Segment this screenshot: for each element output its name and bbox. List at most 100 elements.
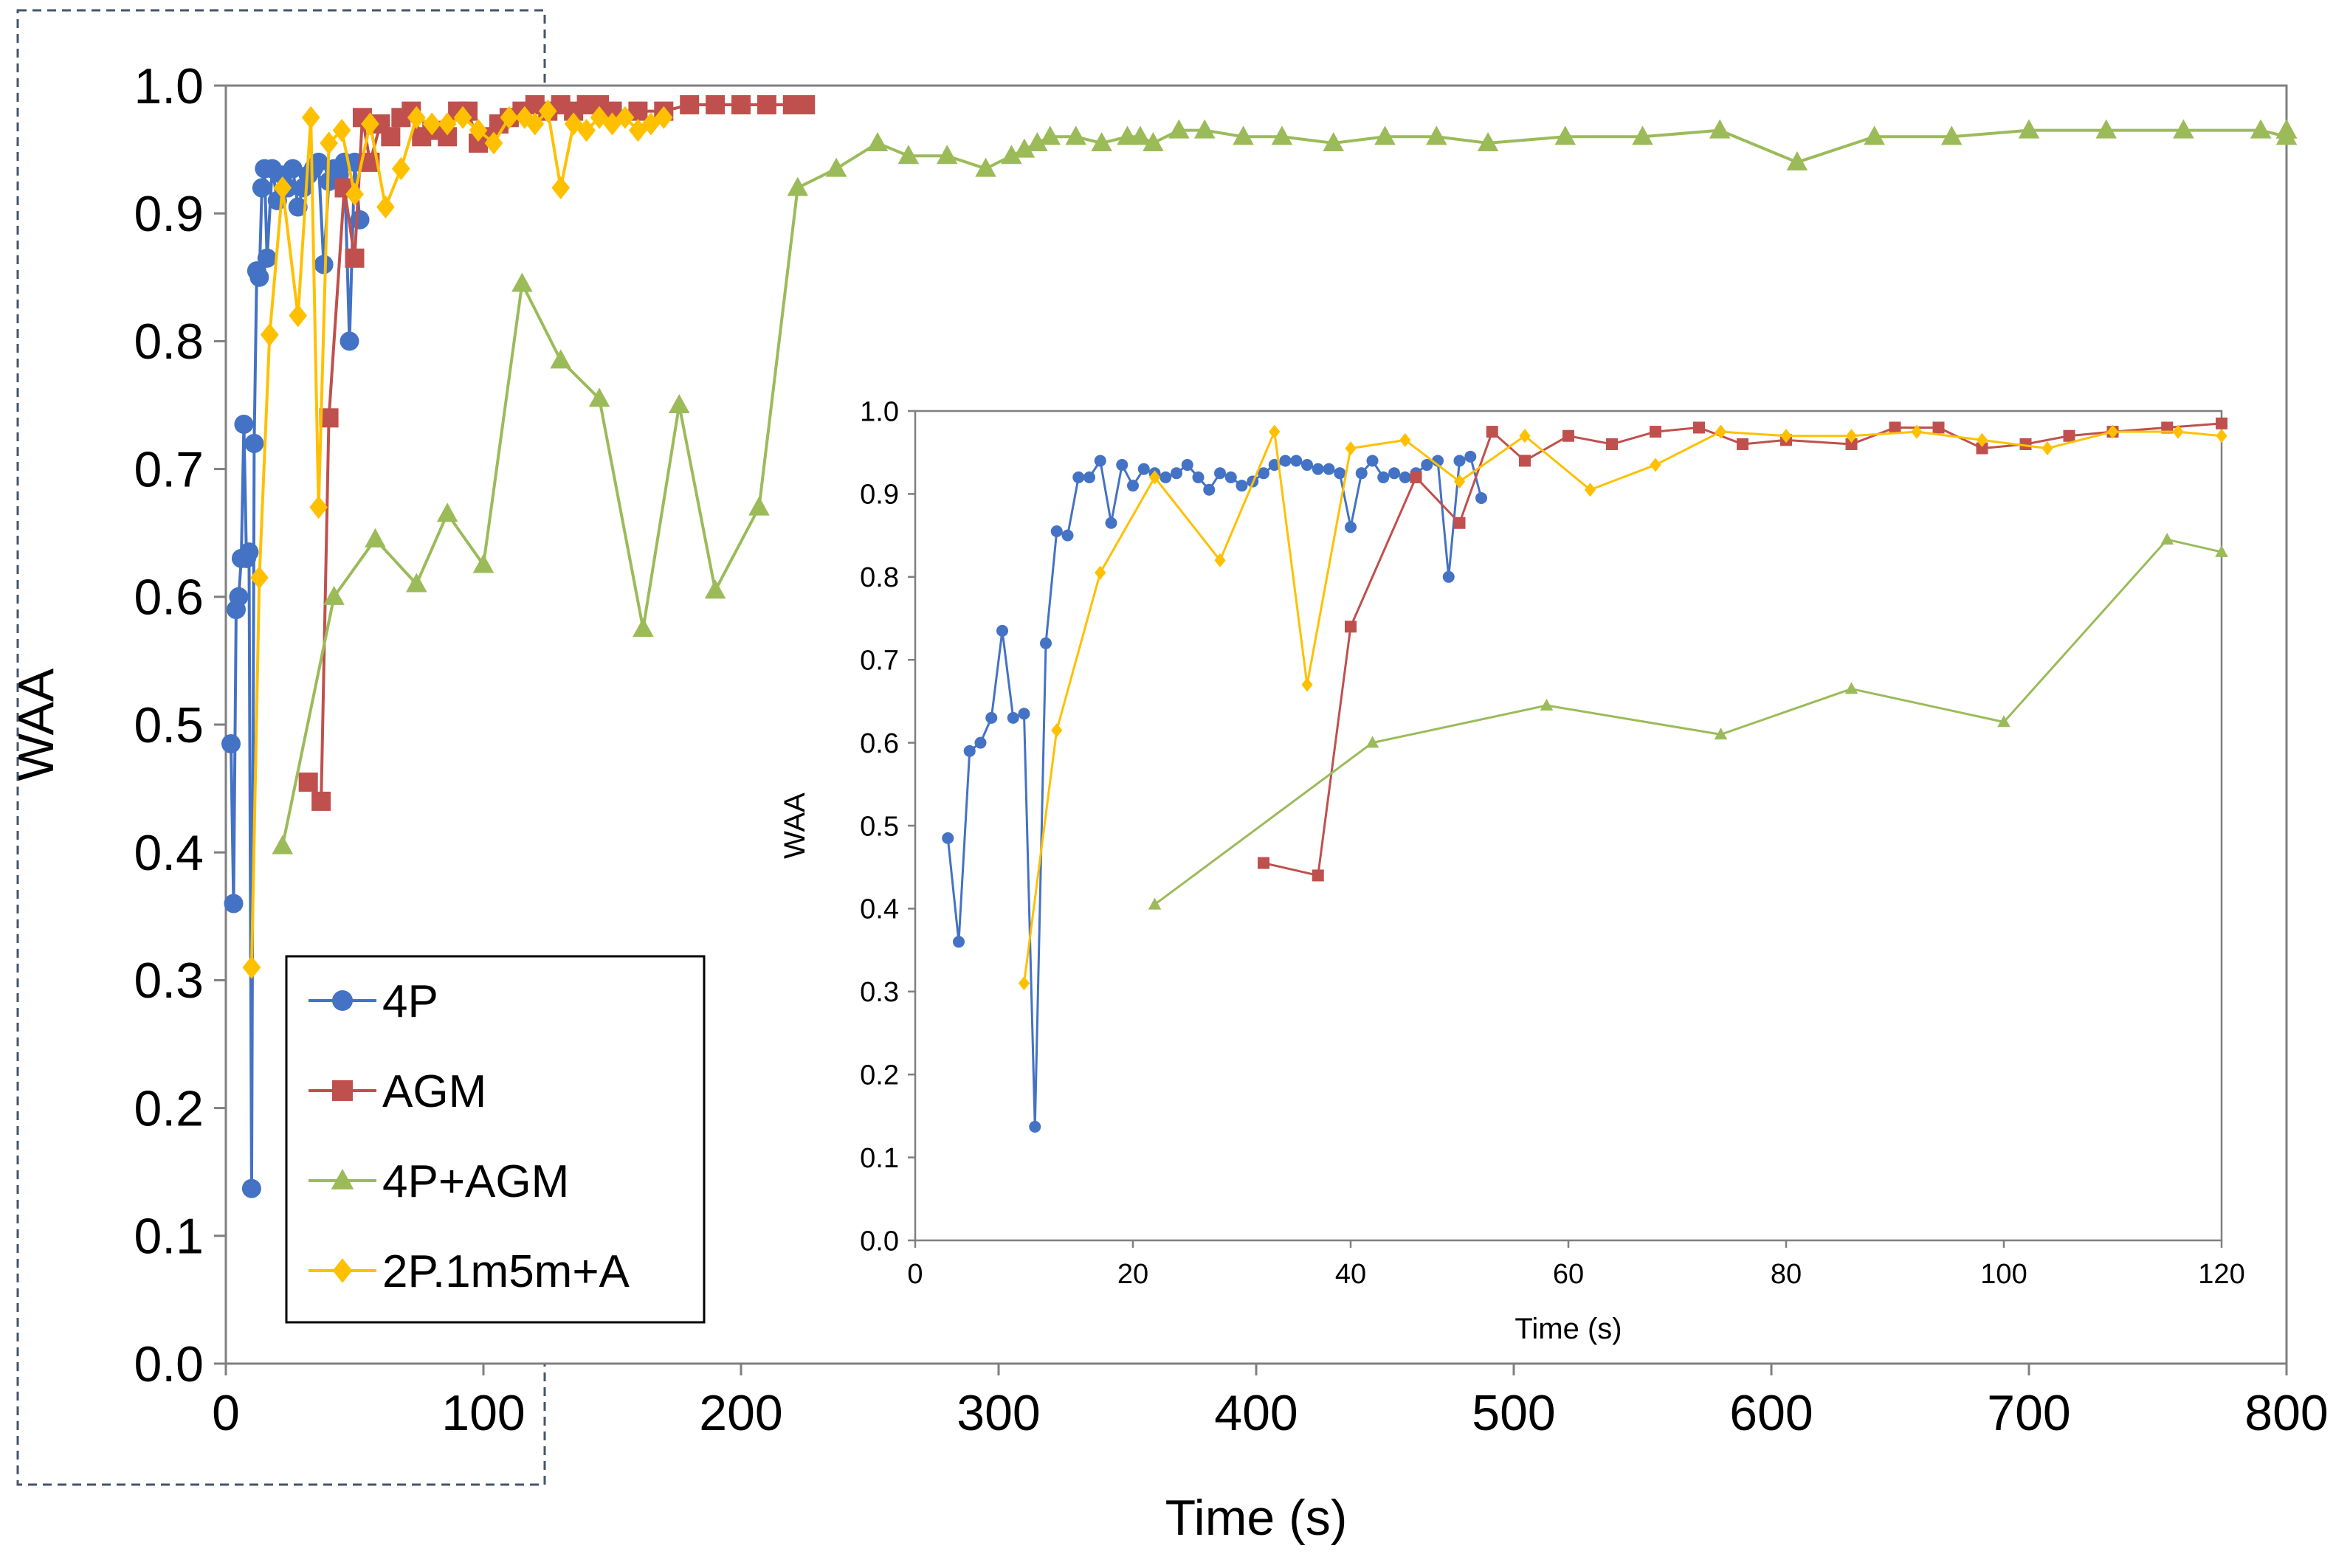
inset-data-point-4p bbox=[953, 936, 965, 948]
main-data-point-4p-agm bbox=[1477, 131, 1499, 151]
main-series-line-4p-agm bbox=[280, 128, 2288, 846]
inset-data-point-4p bbox=[985, 711, 998, 724]
main-data-point-4p-agm bbox=[704, 579, 726, 599]
inset-data-point-4p bbox=[1464, 450, 1477, 463]
main-data-point-4p-agm bbox=[1271, 125, 1293, 145]
main-data-point-2p-1m5m-a bbox=[309, 495, 328, 519]
main-data-point-agm bbox=[311, 791, 331, 811]
inset-data-point-agm bbox=[1650, 426, 1661, 438]
main-data-point-agm bbox=[706, 94, 726, 114]
inset-data-point-4p bbox=[1160, 471, 1172, 483]
inset-data-point-4p bbox=[1377, 471, 1390, 483]
main-data-point-4p-agm bbox=[1143, 131, 1164, 151]
inset-y-tick-label: 0.3 bbox=[860, 977, 899, 1008]
main-data-point-agm bbox=[796, 94, 816, 114]
inset-data-point-4p bbox=[1007, 711, 1019, 724]
inset-y-tick-label: 0.6 bbox=[860, 728, 899, 759]
main-data-point-4p-agm bbox=[633, 618, 654, 638]
main-data-point-4p-agm bbox=[2250, 119, 2272, 139]
inset-data-point-2p-1m5m-a bbox=[1976, 432, 1988, 447]
main-data-point-4p-agm bbox=[1001, 145, 1022, 165]
inset-data-point-4p bbox=[1312, 463, 1324, 475]
inset-data-point-2p-1m5m-a bbox=[2106, 424, 2119, 439]
main-data-point-2p-1m5m-a bbox=[273, 176, 292, 200]
legend-box bbox=[285, 955, 706, 1324]
main-y-tick-label: 0.0 bbox=[134, 1336, 204, 1392]
main-data-point-4p bbox=[224, 894, 244, 913]
main-data-point-2p-1m5m-a bbox=[438, 112, 457, 136]
inset-data-point-agm bbox=[1693, 421, 1705, 434]
main-data-point-4p-agm bbox=[436, 502, 458, 522]
main-data-point-4p-agm bbox=[1013, 138, 1036, 158]
main-data-point-2p-1m5m-a bbox=[301, 106, 320, 129]
main-data-point-2p-1m5m-a bbox=[391, 156, 410, 181]
inset-data-point-4p bbox=[942, 832, 954, 844]
inset-data-point-agm bbox=[2063, 429, 2075, 442]
inset-data-point-4p bbox=[1290, 455, 1303, 467]
inset-data-point-4p bbox=[1224, 471, 1237, 483]
main-data-point-2p-1m5m-a bbox=[577, 119, 596, 142]
inset-x-tick-label: 60 bbox=[1553, 1259, 1584, 1290]
legend-label-agm: AGM bbox=[382, 1066, 486, 1117]
inset-data-point-2p-1m5m-a bbox=[1095, 565, 1106, 580]
main-data-point-4p-agm bbox=[936, 145, 958, 165]
main-data-point-4p-agm bbox=[1193, 119, 1216, 139]
inset-data-point-4p bbox=[974, 736, 987, 749]
inset-data-point-agm bbox=[1519, 455, 1531, 467]
main-data-point-4p-agm bbox=[825, 157, 847, 177]
main-data-point-4p-agm bbox=[365, 528, 386, 548]
main-data-point-2p-1m5m-a bbox=[242, 956, 261, 979]
inset-data-point-4p bbox=[1203, 483, 1216, 496]
main-y-tick-label: 0.5 bbox=[134, 697, 204, 753]
main-data-point-4p-agm bbox=[2095, 119, 2117, 139]
inset-data-point-2p-1m5m-a bbox=[1780, 429, 1792, 443]
legend-label-4p-agm: 4P+AGM bbox=[382, 1156, 569, 1207]
inset-data-point-agm bbox=[1345, 621, 1357, 633]
inset-data-point-agm bbox=[1562, 429, 1574, 442]
inset-data-point-4p-agm bbox=[1714, 728, 1728, 740]
main-data-point-2p-1m5m-a bbox=[250, 566, 269, 590]
inset-data-point-4p bbox=[1323, 463, 1335, 475]
inset-data-point-2p-1m5m-a bbox=[1269, 424, 1281, 439]
main-data-point-4p-agm bbox=[1323, 131, 1344, 151]
main-data-point-4p-agm bbox=[1027, 131, 1048, 151]
main-data-point-4p-agm bbox=[1632, 125, 1653, 145]
main-data-point-4p bbox=[241, 1178, 261, 1198]
inset-data-point-4p bbox=[1018, 708, 1030, 720]
main-data-point-2p-1m5m-a bbox=[590, 106, 609, 129]
inset-data-point-agm bbox=[1606, 438, 1618, 450]
inset-series-4p bbox=[942, 450, 1487, 1133]
main-data-point-4p bbox=[283, 159, 303, 179]
main-data-point-2p-1m5m-a bbox=[260, 323, 279, 347]
zoom-region-box bbox=[16, 9, 546, 1486]
main-data-point-2p-1m5m-a bbox=[320, 131, 338, 155]
inset-data-point-agm bbox=[1410, 471, 1422, 483]
inset-data-point-2p-1m5m-a bbox=[1650, 457, 1661, 472]
inset-data-point-2p-1m5m-a bbox=[1214, 553, 1226, 567]
main-x-tick-label: 100 bbox=[441, 1385, 525, 1441]
main-data-point-4p-agm bbox=[787, 176, 809, 196]
inset-data-point-4p bbox=[1181, 459, 1193, 472]
inset-data-point-4p bbox=[1050, 525, 1063, 537]
main-data-point-4p bbox=[252, 178, 272, 198]
inset-plot: 0.0 0.1 0.2 0.3 0.4 0.5 0.6 0.7 0.8 0.9 1.0 0 20 40 60… bbox=[779, 396, 2245, 1345]
main-y-tick-label: 0.7 bbox=[134, 441, 204, 497]
main-x-tick-label: 700 bbox=[1987, 1385, 2070, 1441]
inset-y-tick-label: 0.9 bbox=[860, 480, 899, 511]
main-data-point-4p-agm bbox=[1374, 125, 1396, 145]
inset-series-line-4p-agm bbox=[1154, 538, 2222, 905]
main-data-point-4p-agm bbox=[2173, 119, 2194, 139]
main-data-point-4p bbox=[249, 267, 269, 287]
main-data-point-4p-agm bbox=[272, 835, 294, 854]
inset-data-point-2p-1m5m-a bbox=[1051, 723, 1063, 738]
main-data-point-4p-agm bbox=[323, 585, 345, 605]
main-data-point-4p bbox=[288, 197, 308, 217]
inset-y-tick-label: 0.0 bbox=[860, 1226, 899, 1257]
inset-data-point-agm bbox=[1932, 421, 1945, 434]
inset-data-point-agm bbox=[1486, 426, 1498, 438]
inset-data-point-4p bbox=[963, 745, 976, 757]
main-x-tick-label: 0 bbox=[212, 1385, 240, 1441]
main-data-point-2p-1m5m-a bbox=[538, 100, 557, 123]
main-data-point-4p-agm bbox=[1786, 151, 1808, 170]
